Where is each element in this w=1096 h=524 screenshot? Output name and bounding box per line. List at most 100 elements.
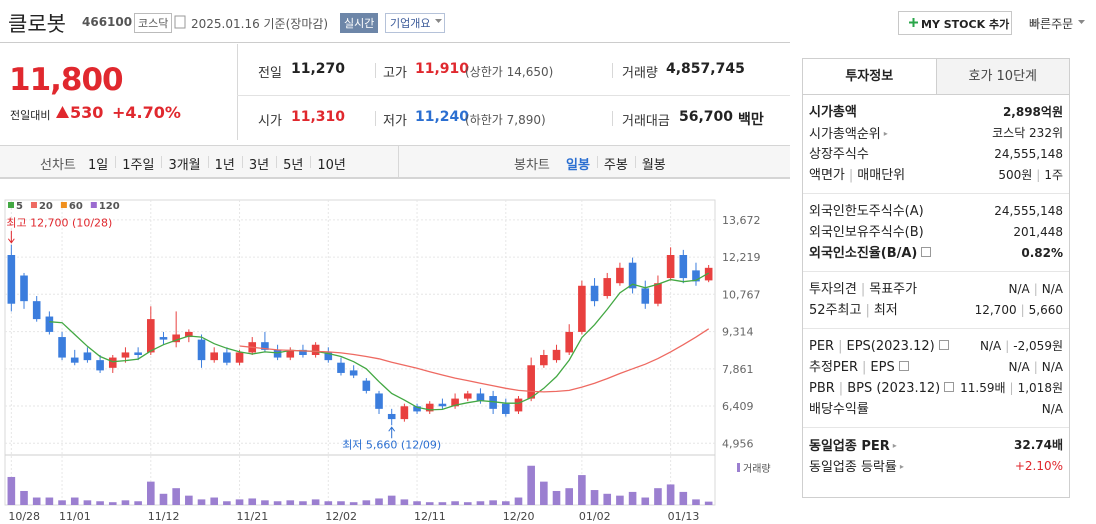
panel-tab[interactable]: 투자정보 [803,59,937,94]
info-label: 외국인보유주식수(B) [809,222,924,243]
info-label: 동일업종 등락률 ▸ [809,456,904,477]
tab-divider [634,156,636,168]
info-value: N/AN/A [1008,279,1063,300]
volume-bar [666,484,675,505]
candle-body [185,331,193,338]
mystock-button[interactable]: MY STOCK 추가 [898,11,1012,35]
volume-bar [387,495,396,505]
header-divider [0,42,790,43]
label-text: PER [809,339,835,354]
volume-bar [172,488,180,505]
volume-bar [96,501,104,505]
volume-bar [7,476,16,505]
help-icon [921,247,932,257]
value-text: 201,448 [1013,225,1063,239]
value-text: N/A [1041,402,1063,416]
info-row: 52주최고최저 12,7005,660 [809,300,1063,321]
panel-section: PEREPS(2023.12)N/A-2,059원추정PEREPSN/AN/AP… [803,329,1069,428]
period-tab[interactable]: 3개월 [168,158,201,173]
label-text: 최저 [861,303,897,318]
candle-body [172,334,180,343]
legend-swatch [60,202,67,208]
candle-tab[interactable]: 일봉 [566,158,590,173]
period-tab[interactable]: 1년 [214,158,235,173]
doc-icon-body [174,15,186,29]
candle-body [666,255,675,279]
volume-bar [654,488,662,505]
label-text: 상장주식수 [809,147,869,162]
volume-legend-swatch [737,463,740,472]
label-text: 추정PER [809,360,859,375]
overview-button[interactable]: 기업개요 [385,13,446,33]
value-text: 32.74배 [1014,438,1063,452]
candle-tab[interactable]: 주봉 [603,158,628,173]
candle-body [45,316,54,332]
panel-tabs: 투자정보 호가 10단계 [803,59,1069,95]
volume-bar [375,498,383,505]
volume-bar [223,501,231,505]
candle-body [451,398,459,407]
period-tab[interactable]: 1일 [88,158,109,173]
volume-bar [438,502,447,505]
label-text: 목표주가 [857,282,917,297]
volume-bar [425,502,434,505]
candle-body [425,403,434,412]
amount-unit: 백만 [738,112,764,128]
candle-body [362,380,371,391]
candle-body [121,352,130,358]
plot-frame [4,199,716,506]
volume-bar [463,502,472,505]
candle-body [603,278,612,297]
value-text: 24,555,148 [994,147,1063,161]
info-row: 시가총액순위 ▸ 코스닥 232위 [809,123,1063,144]
y-tick-label: 13,672 [722,214,761,227]
candle-body [96,360,104,371]
value-text: 11.59배 [960,381,1006,395]
label-text: 52주최고 [809,303,862,318]
volume-bar [692,499,700,505]
help-icon [898,361,909,371]
candle-tab[interactable]: 월봉 [641,158,666,173]
candle-body [299,349,307,355]
quote-row-divider [237,95,790,96]
info-row: 액면가매매단위 500원1주 [809,165,1063,186]
tab-divider [310,156,312,168]
period-tab[interactable]: 1주일 [122,158,155,173]
volume-bar [45,497,54,505]
info-row: 외국인한도주식수(A) 24,555,148 [809,201,1063,222]
candle-body [32,301,41,320]
y-tick-label: 6,409 [722,400,754,413]
tab-divider [207,156,209,168]
info-label: 외국인소진율(B/A) [809,243,932,264]
x-tick-label: 12/11 [414,510,446,523]
dropdown-arrow [1078,20,1085,24]
value-text: N/A [1030,360,1063,374]
item-divider [375,63,376,78]
candle-body [324,352,333,361]
candle-body [590,285,599,302]
label-text: 시가총액순위 [809,127,881,142]
volume-bar [210,497,218,505]
candle-body [565,331,573,353]
doc-icon [174,15,186,29]
item-divider [612,111,613,126]
info-value: 500원1주 [998,165,1063,186]
period-tab[interactable]: 5년 [283,158,304,173]
realtime-badge[interactable]: 실시간 [340,13,379,33]
up-triangle [56,106,69,118]
volume-bar [679,491,688,505]
dropdown-icon [1078,20,1085,24]
label-text: EPS [858,360,895,375]
quick-order[interactable]: 빠른주문 [1029,17,1074,31]
candle-body [70,357,79,363]
volume-label: 거래량 [622,66,658,81]
period-tab[interactable]: 10년 [317,158,346,173]
period-tab[interactable]: 3년 [248,158,270,173]
candle-body [108,357,117,368]
panel-tab[interactable]: 호가 10단계 [936,59,1069,94]
info-label: 배당수익률 [809,399,869,420]
info-row: 추정PEREPS N/AN/A [809,357,1063,378]
open-price: 11,310 [291,109,346,125]
candle-body [159,337,168,340]
upper-limit: (상한가 14,650) [465,65,554,79]
